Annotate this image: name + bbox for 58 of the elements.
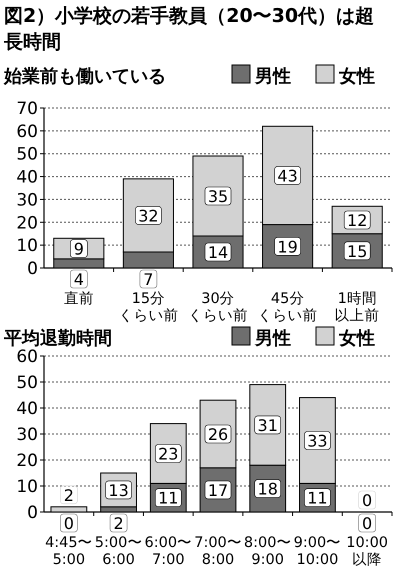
x-tick-label: 45分くらい前 bbox=[258, 290, 318, 324]
y-tick-label: 0 bbox=[27, 259, 38, 279]
data-label: 0 bbox=[362, 491, 372, 510]
data-label: 35 bbox=[208, 187, 228, 206]
y-tick-label: 60 bbox=[16, 122, 38, 142]
y-tick-label: 10 bbox=[16, 477, 38, 497]
data-label: 19 bbox=[277, 237, 298, 256]
y-tick-label: 10 bbox=[16, 236, 38, 256]
x-tick-label: 5:00〜6:00 bbox=[94, 535, 142, 568]
x-tick-label: 直前 bbox=[64, 290, 94, 307]
chart-subtitle: 始業前も働いている bbox=[3, 66, 166, 87]
data-label: 43 bbox=[277, 166, 298, 186]
data-label: 13 bbox=[108, 480, 129, 500]
data-label: 0 bbox=[64, 514, 74, 533]
data-label: 0 bbox=[362, 514, 372, 533]
data-label: 26 bbox=[208, 425, 228, 444]
data-label: 14 bbox=[208, 243, 228, 262]
y-tick-label: 20 bbox=[16, 451, 38, 471]
data-label: 33 bbox=[307, 432, 328, 450]
x-tick-label: 4:45〜5:00 bbox=[45, 535, 93, 568]
x-tick-label: 6:00〜7:00 bbox=[144, 535, 192, 568]
data-label: 11 bbox=[158, 488, 178, 508]
y-tick-label: 60 bbox=[16, 347, 38, 367]
data-label: 32 bbox=[138, 206, 159, 226]
y-tick-label: 70 bbox=[16, 99, 38, 119]
x-tick-label: 1時間以上前 bbox=[334, 290, 380, 324]
y-tick-label: 0 bbox=[27, 503, 38, 523]
y-tick-label: 50 bbox=[16, 144, 38, 165]
data-label: 15 bbox=[347, 242, 368, 261]
y-tick-label: 30 bbox=[16, 425, 38, 445]
legend-label: 男性 bbox=[254, 66, 291, 87]
data-label: 2 bbox=[64, 486, 74, 505]
x-tick-label: 15分くらい前 bbox=[118, 290, 178, 324]
x-tick-label: 30分くらい前 bbox=[188, 290, 248, 324]
data-label: 31 bbox=[258, 416, 278, 435]
y-tick-label: 50 bbox=[16, 373, 38, 393]
legend-label: 男性 bbox=[254, 328, 291, 349]
x-tick-label: 10:00以降 bbox=[346, 535, 388, 568]
x-tick-label: 7:00〜8:00 bbox=[194, 535, 242, 568]
data-label: 17 bbox=[208, 480, 228, 500]
y-tick-label: 40 bbox=[16, 399, 38, 419]
data-label: 11 bbox=[307, 488, 328, 508]
chart-title: 図2）小学校の若手教員（20〜30代）は超長時間 bbox=[3, 5, 374, 53]
data-label: 4 bbox=[74, 270, 84, 289]
y-tick-label: 30 bbox=[16, 190, 38, 210]
data-label: 23 bbox=[158, 444, 178, 464]
data-label: 9 bbox=[74, 240, 84, 259]
x-tick-label: 9:00〜10:00 bbox=[294, 535, 342, 568]
data-label: 12 bbox=[347, 211, 368, 230]
data-label: 18 bbox=[258, 480, 278, 499]
legend-label: 女性 bbox=[338, 66, 375, 87]
y-tick-label: 20 bbox=[16, 213, 38, 234]
y-tick-label: 40 bbox=[16, 168, 38, 188]
data-label: 2 bbox=[113, 514, 124, 533]
chart-title: 平均退勤時間 bbox=[3, 328, 112, 349]
data-label: 7 bbox=[143, 270, 154, 289]
legend-label: 女性 bbox=[338, 328, 375, 349]
x-tick-label: 8:00〜9:00 bbox=[244, 535, 292, 568]
